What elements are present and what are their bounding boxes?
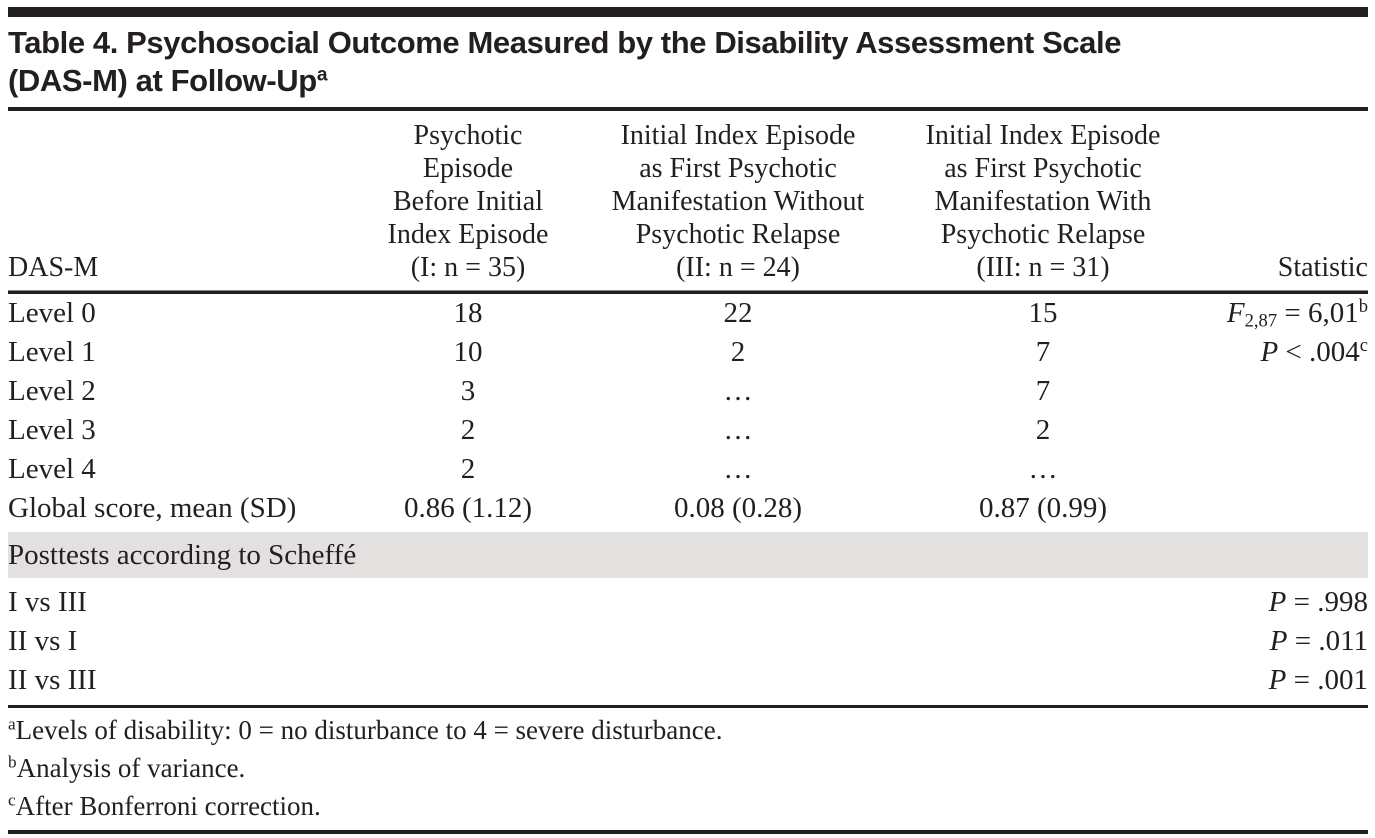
table-cell: 0.87 (0.99) [978, 492, 1108, 524]
footnote-marker: c [8, 790, 16, 810]
header-line: Index Episode [387, 219, 549, 250]
header-line: (I: n = 35) [410, 252, 526, 283]
posttest-p-value: P = .011 [1198, 622, 1368, 661]
header-line: Psychotic [413, 120, 523, 151]
header-line: Psychotic Relapse [940, 219, 1146, 250]
table-cell-empty [1198, 450, 1368, 489]
row-label: Level 4 [8, 453, 96, 485]
footnote-marker: b [8, 752, 17, 772]
f-value: = 6,01 [1277, 297, 1359, 329]
footnote-c: cAfter Bonferroni correction. [8, 787, 1368, 825]
top-rule [8, 7, 1368, 17]
p-footnote-marker: c [1359, 334, 1368, 356]
column-header-statistic: Statistic [1277, 252, 1368, 283]
p-value: < .004 [1278, 336, 1360, 368]
posttest-row-label: II vs I [8, 625, 78, 657]
table-cell: 2 [730, 336, 746, 368]
header-line: Manifestation Without [611, 186, 865, 217]
table-cell: 7 [1035, 375, 1051, 407]
posttest-p-value: P = .998 [1198, 583, 1368, 622]
p-symbol: P [1268, 586, 1287, 618]
row-label: Global score, mean (SD) [8, 492, 297, 524]
header-line: (III: n = 31) [976, 252, 1110, 283]
header-line: as First Psychotic [639, 153, 837, 184]
footnote-marker: a [8, 714, 16, 734]
statistic-p-value: P < .004c [1198, 333, 1368, 372]
footer-rule [8, 705, 1368, 708]
footnote-text: Analysis of variance. [16, 753, 246, 783]
table-title: Table 4. Psychosocial Outcome Measured b… [8, 24, 1368, 100]
footnotes: aLevels of disability: 0 = no disturbanc… [8, 708, 1368, 825]
p-symbol: P [1260, 336, 1279, 368]
f-subscript: 2,87 [1244, 310, 1278, 332]
table-cell: 2 [460, 453, 476, 485]
p-value: = .011 [1287, 625, 1368, 657]
table-cell: 3 [460, 375, 476, 407]
table-cell: 7 [1035, 336, 1051, 368]
posttest-row-label: II vs III [8, 664, 97, 696]
table-cell: 2 [1035, 414, 1051, 446]
table-cell: … [723, 375, 753, 407]
f-symbol: F [1226, 297, 1245, 329]
row-label: Level 0 [8, 297, 96, 329]
f-footnote-marker: b [1358, 295, 1368, 317]
table-cell: … [723, 453, 753, 485]
table-cell: 10 [453, 336, 483, 368]
section-header-posttests: Posttests according to Scheffé [8, 532, 1368, 578]
table-cell: 22 [723, 297, 753, 329]
table-cell: 15 [1028, 297, 1058, 329]
table-cell: 0.86 (1.12) [403, 492, 533, 524]
table-cell: 18 [453, 297, 483, 329]
row-label: Level 3 [8, 414, 96, 446]
table-cell: … [1028, 453, 1058, 485]
header-rule [8, 290, 1368, 294]
posttest-p-value: P = .001 [1198, 661, 1368, 700]
p-value: = .998 [1286, 586, 1368, 618]
footnote-a: aLevels of disability: 0 = no disturbanc… [8, 711, 1368, 749]
title-rule [8, 107, 1368, 111]
table-cell: 2 [460, 414, 476, 446]
das-m-table: DAS-M Psychotic Episode Before Initial I… [8, 111, 1368, 708]
table-title-line2: (DAS-M) at Follow-Up [8, 63, 317, 98]
column-header-group-1: Psychotic Episode Before Initial Index E… [348, 111, 588, 290]
table-cell-empty [1198, 372, 1368, 411]
column-header-das-m: DAS-M [8, 252, 99, 283]
header-line: as First Psychotic [944, 153, 1142, 184]
table-title-footnote-marker: a [316, 64, 328, 86]
row-label: Level 2 [8, 375, 96, 407]
p-symbol: P [1269, 625, 1288, 657]
header-line: Initial Index Episode [925, 120, 1161, 151]
header-line: (II: n = 24) [676, 252, 800, 283]
header-line: Initial Index Episode [620, 120, 856, 151]
header-line: Manifestation With [934, 186, 1152, 217]
table-cell-empty [1198, 489, 1368, 528]
p-symbol: P [1268, 664, 1287, 696]
footnote-text: After Bonferroni correction. [15, 791, 321, 821]
bottom-rule [8, 830, 1368, 834]
table-cell: … [723, 414, 753, 446]
footnote-text: Levels of disability: 0 = no disturbance… [15, 715, 723, 745]
column-header-group-2: Initial Index Episode as First Psychotic… [588, 111, 888, 290]
footnote-b: bAnalysis of variance. [8, 749, 1368, 787]
table-cell: 0.08 (0.28) [673, 492, 803, 524]
posttest-row-label: I vs III [8, 586, 87, 618]
header-line: Psychotic Relapse [635, 219, 841, 250]
statistic-f-value: F2,87 = 6,01b [1198, 294, 1368, 333]
column-header-group-3: Initial Index Episode as First Psychotic… [888, 111, 1198, 290]
row-label: Level 1 [8, 336, 96, 368]
header-line: Episode [422, 153, 514, 184]
table-title-line1: Table 4. Psychosocial Outcome Measured b… [8, 25, 1122, 60]
table-cell-empty [1198, 411, 1368, 450]
p-value: = .001 [1286, 664, 1368, 696]
header-line: Before Initial [392, 186, 544, 217]
